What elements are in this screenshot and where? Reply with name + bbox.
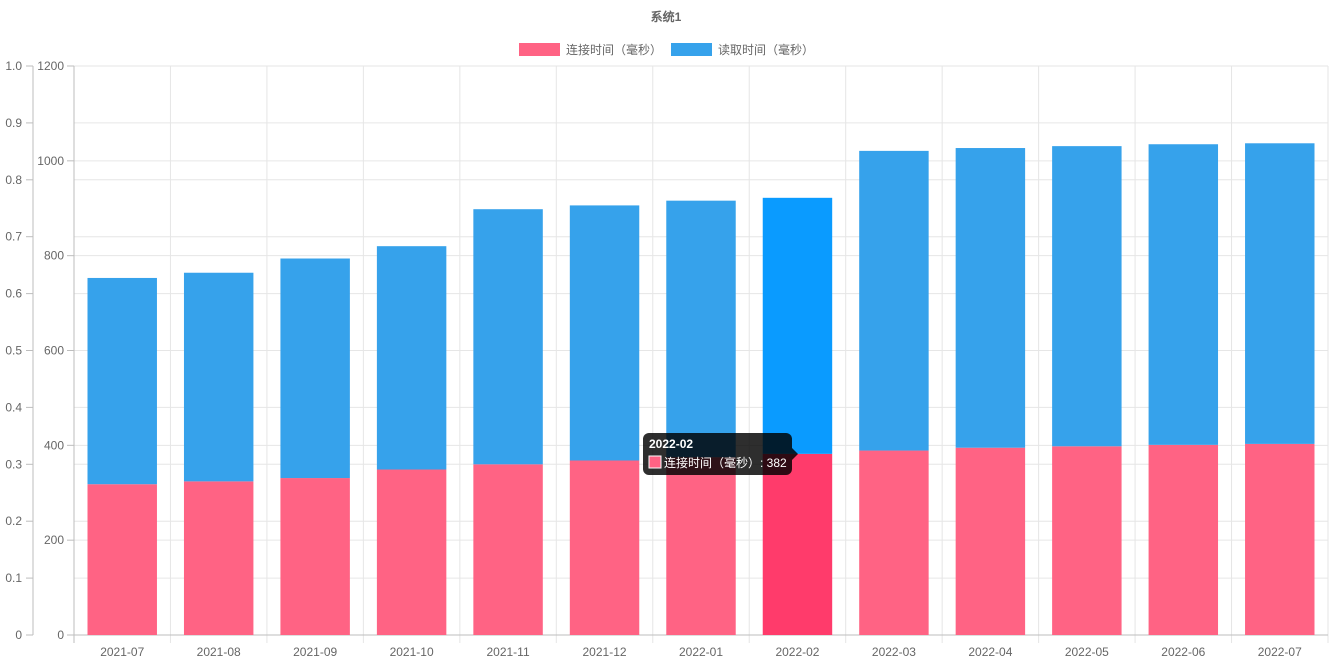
bar-connect-2021-11[interactable] (473, 464, 543, 635)
value-tick-label: 800 (44, 249, 64, 263)
left-tick-label: 0.5 (5, 344, 22, 358)
x-tick-label: 2021-12 (583, 645, 627, 659)
bar-connect-2022-07[interactable] (1245, 443, 1315, 635)
value-tick-label: 1000 (37, 154, 64, 168)
legend-swatch-2[interactable] (671, 43, 712, 56)
x-tick-label: 2022-05 (1065, 645, 1109, 659)
tooltip-title: 2022-02 (649, 437, 693, 451)
bar-read-2022-04[interactable] (955, 148, 1026, 448)
legend-swatch-1[interactable] (519, 43, 560, 56)
x-tick-label: 2021-10 (390, 645, 434, 659)
bar-connect-2022-04[interactable] (955, 447, 1026, 635)
x-tick-label: 2022-03 (872, 645, 916, 659)
legend[interactable]: 连接时间（毫秒） 读取时间（毫秒） (519, 42, 814, 57)
bar-connect-2021-08[interactable] (183, 481, 254, 635)
bar-read-2021-12[interactable] (569, 205, 640, 461)
bar-read-2022-05[interactable] (1052, 146, 1122, 447)
left-tick-label: 0.6 (5, 287, 22, 301)
x-tick-label: 2021-09 (293, 645, 337, 659)
x-tick-label: 2021-08 (197, 645, 241, 659)
value-tick-label: 400 (44, 438, 64, 452)
bar-connect-2022-06[interactable] (1148, 444, 1219, 635)
x-axis-labels: 2021-07 2021-08 2021-09 2021-10 2021-11 2021-… (100, 645, 1302, 659)
bar-connect-2022-03[interactable] (859, 450, 929, 635)
bar-read-2022-03[interactable] (859, 150, 929, 451)
bar-connect-2022-02[interactable] (762, 453, 833, 635)
bar-connect-2021-07[interactable] (87, 484, 157, 635)
bar-read-2022-06[interactable] (1148, 144, 1219, 445)
axes: 0 0.1 0.2 0.3 0.4 0.5 0.6 0.7 0.8 0.9 1.0 0 200 400 60… (5, 59, 1328, 643)
tooltip-caret (792, 448, 798, 460)
x-tick-label: 2021-07 (100, 645, 144, 659)
bar-read-2022-07[interactable] (1245, 143, 1315, 444)
bar-read-2021-08[interactable] (183, 272, 254, 482)
legend-label-2[interactable]: 读取时间（毫秒） (718, 42, 814, 57)
legend-label-1[interactable]: 连接时间（毫秒） (566, 42, 662, 57)
left-tick-label: 0.8 (5, 173, 22, 187)
bar-read-2022-01[interactable] (666, 200, 736, 458)
left-tick-label: 0.4 (5, 400, 22, 414)
bar-connect-2021-12[interactable] (569, 460, 640, 635)
bar-read-2021-10[interactable] (376, 246, 447, 470)
bar-read-2021-07[interactable] (87, 277, 157, 485)
left-tick-label: 1.0 (5, 59, 22, 73)
bar-connect-2022-01[interactable] (666, 457, 736, 635)
bars[interactable] (87, 143, 1315, 635)
bar-read-2021-11[interactable] (473, 209, 543, 465)
left-tick-label: 0.9 (5, 116, 22, 130)
bar-connect-2021-10[interactable] (376, 469, 447, 635)
value-tick-label: 1200 (37, 59, 64, 73)
x-tick-label: 2022-04 (968, 645, 1012, 659)
tooltip-swatch (648, 455, 662, 469)
value-tick-label: 600 (44, 344, 64, 358)
bar-connect-2021-09[interactable] (280, 478, 350, 635)
bar-read-2021-09[interactable] (280, 258, 350, 479)
x-tick-label: 2022-02 (775, 645, 819, 659)
tooltip: 2022-02 连接时间（毫秒）: 382 (643, 433, 798, 475)
value-tick-label: 0 (57, 628, 64, 642)
x-tick-label: 2022-06 (1161, 645, 1205, 659)
chart-title: 系统1 (651, 9, 682, 24)
tooltip-label: 连接时间（毫秒）: 382 (664, 455, 787, 470)
x-tick-label: 2021-11 (486, 645, 529, 659)
left-tick-label: 0 (15, 628, 22, 642)
x-tick-label: 2022-01 (679, 645, 723, 659)
left-tick-label: 0.7 (5, 230, 22, 244)
tooltip-box (643, 433, 792, 475)
value-tick-label: 200 (44, 533, 64, 547)
left-tick-label: 0.3 (5, 457, 22, 471)
bar-connect-2022-05[interactable] (1052, 446, 1122, 635)
left-tick-label: 0.2 (5, 514, 22, 528)
bar-read-2022-02[interactable] (762, 197, 833, 454)
left-tick-label: 0.1 (5, 571, 22, 585)
x-tick-label: 2022-07 (1258, 645, 1302, 659)
